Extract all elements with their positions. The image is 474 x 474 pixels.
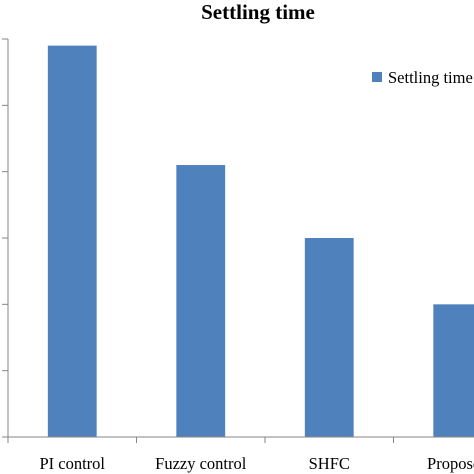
bar-shfc	[304, 238, 354, 437]
plot-area: PI control Fuzzy control SHFC Proposed	[2, 38, 474, 473]
bar-proposed	[433, 304, 474, 437]
x-label-proposed: Proposed	[427, 454, 474, 473]
legend-label-settling-time: Settling time	[388, 68, 473, 87]
bar-fuzzy-control	[176, 165, 226, 438]
bar-pi-control	[47, 45, 97, 438]
x-axis-labels: PI control Fuzzy control SHFC Proposed	[39, 454, 474, 473]
x-label-shfc: SHFC	[309, 454, 350, 473]
legend-swatch	[372, 72, 382, 82]
x-label-pi-control: PI control	[39, 454, 105, 473]
legend: Settling time	[372, 68, 473, 87]
bar-series	[47, 45, 474, 438]
x-label-fuzzy-control: Fuzzy control	[155, 454, 247, 473]
y-axis-ticks	[2, 38, 8, 438]
x-axis-ticks	[7, 437, 394, 443]
chart-title: Settling time	[201, 0, 315, 24]
